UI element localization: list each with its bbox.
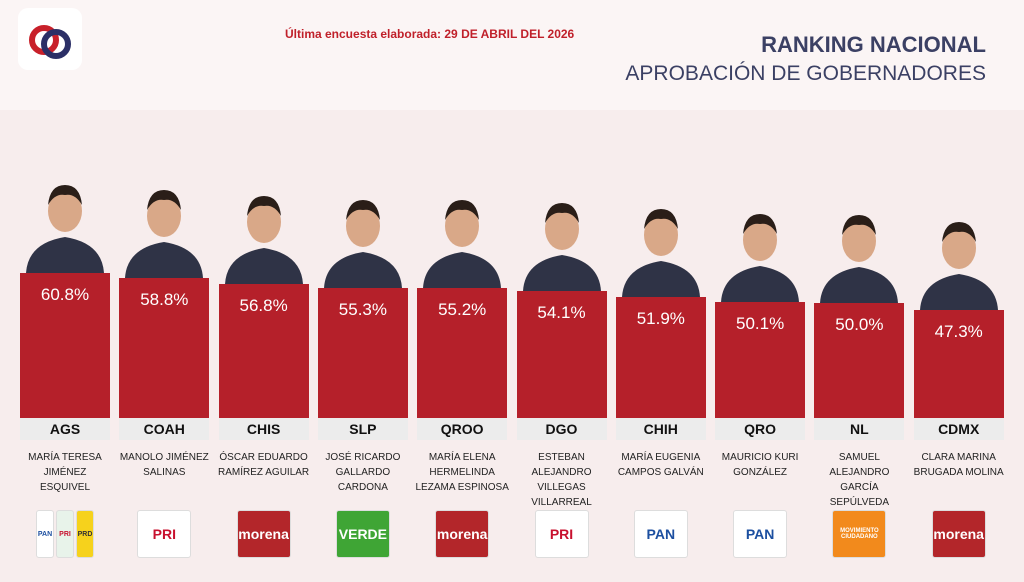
value-label: 50.0%: [835, 314, 884, 334]
portrait: [919, 222, 998, 311]
portrait: [224, 195, 303, 284]
value-label: 60.8%: [40, 284, 90, 304]
party-logos: MOVIMIENTO CIUDADANO: [814, 510, 904, 558]
bar: [715, 302, 806, 440]
portrait: [125, 190, 204, 279]
category-label: AGS: [20, 418, 110, 440]
party-logo: VERDE: [335, 510, 390, 558]
header: [0, 0, 1024, 110]
chart-subtitle: APROBACIÓN DE GOBERNADORES: [625, 62, 986, 85]
portrait: [621, 209, 700, 298]
value-label: 55.2%: [438, 300, 487, 320]
value-label: 56.8%: [239, 295, 288, 315]
portrait: [721, 214, 800, 303]
party-logos: PAN PRI PRD: [20, 510, 110, 558]
party-logo: MOVIMIENTO CIUDADANO: [832, 510, 887, 558]
bar: [218, 283, 309, 440]
party-logo: morena: [435, 510, 490, 558]
party-logos: morena: [219, 510, 309, 558]
portrait: [26, 184, 104, 273]
party-logo: PAN: [733, 510, 788, 558]
governor-name: ESTEBAN ALEJANDRO VILLEGAS VILLARREAL: [531, 452, 592, 508]
survey-date: Última encuesta elaborada: 29 DE ABRIL D…: [285, 27, 575, 41]
category-label: CHIH: [615, 418, 706, 440]
party-logo: PAN: [633, 510, 688, 558]
party-logos: PRI: [119, 510, 209, 558]
party-logo: PRD: [76, 510, 94, 558]
category-label: NL: [814, 418, 905, 440]
category-label: QROO: [417, 418, 508, 440]
value-label: 58.8%: [140, 290, 189, 310]
party-logo: PRI: [534, 510, 589, 558]
value-label: 51.9%: [636, 309, 685, 329]
chart-title: RANKING NACIONAL: [761, 32, 986, 57]
bar: [417, 288, 508, 440]
governor-name: MANOLO JIMÉNEZ SALINAS: [119, 452, 209, 478]
portrait: [323, 200, 402, 289]
value-label: 50.1%: [735, 314, 785, 334]
category-label: QRO: [715, 418, 806, 440]
bar: [615, 297, 706, 440]
portrait: [820, 214, 899, 303]
party-logos: morena: [417, 510, 507, 558]
party-logos: morena: [914, 510, 1004, 558]
party-logo: PRI: [137, 510, 192, 558]
governor-name: JOSÉ RICARDO GALLARDO CARDONA: [325, 452, 401, 493]
category-label: CHIS: [218, 418, 309, 440]
bar: [814, 302, 905, 440]
party-logos: PRI: [517, 510, 607, 558]
value-label: 54.1%: [537, 303, 586, 323]
party-logo: PRI: [56, 510, 74, 558]
bar: [119, 278, 210, 440]
governor-name: SAMUEL ALEJANDRO GARCÍA SEPÚLVEDA: [829, 452, 890, 508]
brand-logo: [18, 8, 82, 70]
portrait: [522, 203, 601, 292]
governor-name: MAURICIO KURI GONZÁLEZ: [721, 452, 799, 478]
party-logo: PAN: [36, 510, 54, 558]
party-logo: morena: [236, 510, 291, 558]
bar: [317, 288, 408, 440]
category-label: DGO: [516, 418, 607, 440]
governor-name: MARÍA TERESA JIMÉNEZ ESQUIVEL: [28, 452, 102, 493]
party-logos: PAN: [715, 510, 805, 558]
category-label: CDMX: [913, 418, 1004, 440]
bar: [516, 291, 607, 440]
governor-name: ÓSCAR EDUARDO RAMÍREZ AGUILAR: [218, 452, 310, 478]
category-label: SLP: [317, 418, 408, 440]
portrait: [423, 200, 502, 289]
value-label: 47.3%: [934, 322, 983, 342]
governor-name: MARÍA EUGENIA CAMPOS GALVÁN: [617, 452, 704, 478]
governor-name: CLARA MARINA BRUGADA MOLINA: [913, 452, 1004, 478]
value-label: 55.3%: [338, 300, 387, 320]
bar: [20, 272, 110, 440]
governor-name: MARÍA ELENA HERMELINDA LEZAMA ESPINOSA: [415, 452, 509, 493]
party-logos: VERDE: [318, 510, 408, 558]
party-logos: PAN: [616, 510, 706, 558]
category-label: COAH: [119, 418, 210, 440]
party-logo: morena: [931, 510, 986, 558]
